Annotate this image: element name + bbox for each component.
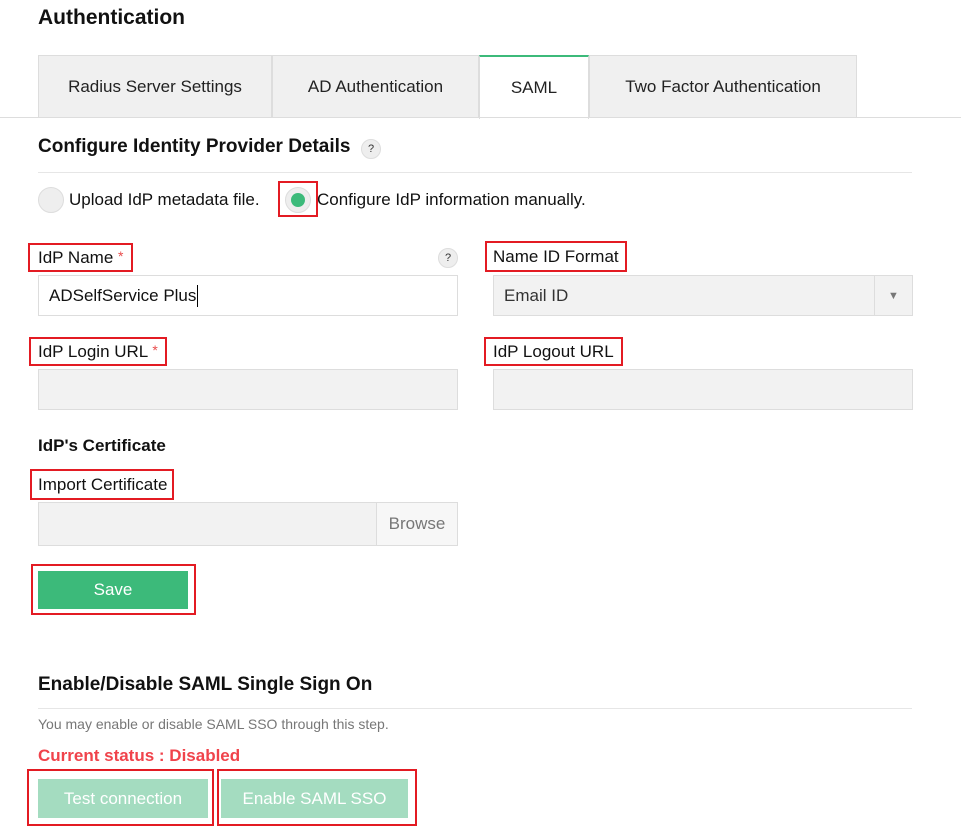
idp-login-url-label: IdP Login URL * <box>29 337 167 366</box>
idp-logout-url-label: IdP Logout URL <box>484 337 623 366</box>
tab-radius-server-settings[interactable]: Radius Server Settings <box>38 55 272 118</box>
page-title: Authentication <box>38 6 185 29</box>
radio-upload-metadata[interactable] <box>38 187 64 213</box>
name-id-format-value: Email ID <box>504 285 569 305</box>
tab-bar: Radius Server Settings AD Authentication… <box>38 55 857 119</box>
text-cursor <box>197 284 199 307</box>
tab-saml[interactable]: SAML <box>479 55 589 119</box>
idp-login-url-input[interactable] <box>38 369 458 410</box>
sso-description: You may enable or disable SAML SSO throu… <box>38 716 389 732</box>
required-asterisk: * <box>118 248 124 264</box>
idp-name-label-text: IdP Name <box>38 248 114 267</box>
radio-configure-manually[interactable] <box>285 187 311 213</box>
enable-saml-sso-button[interactable]: Enable SAML SSO <box>221 779 408 818</box>
radio-manual-label: Configure IdP information manually. <box>317 190 586 209</box>
sso-section-heading: Enable/Disable SAML Single Sign On <box>38 674 373 695</box>
tab-divider <box>0 117 961 118</box>
browse-button[interactable]: Browse <box>376 503 457 545</box>
help-icon[interactable]: ? <box>438 248 458 268</box>
divider <box>38 708 912 709</box>
save-button[interactable]: Save <box>38 571 188 609</box>
import-certificate-label: Import Certificate <box>29 469 175 500</box>
divider <box>38 172 912 173</box>
test-connection-button[interactable]: Test connection <box>38 779 208 818</box>
name-id-format-select[interactable]: Email ID ▼ <box>493 275 913 316</box>
chevron-down-icon[interactable]: ▼ <box>874 276 912 315</box>
tab-two-factor-authentication[interactable]: Two Factor Authentication <box>589 55 857 118</box>
idp-name-value: ADSelfService Plus <box>49 285 197 305</box>
certificate-file-input[interactable]: Browse <box>38 502 458 546</box>
help-icon[interactable]: ? <box>361 139 381 159</box>
idp-logout-url-input[interactable] <box>493 369 913 410</box>
idp-name-input[interactable]: ADSelfService Plus <box>38 275 458 316</box>
tab-ad-authentication[interactable]: AD Authentication <box>272 55 479 118</box>
radio-selected-dot <box>291 193 305 207</box>
certificate-heading: IdP's Certificate <box>38 436 166 455</box>
idp-login-url-label-text: IdP Login URL <box>38 342 148 361</box>
name-id-format-label: Name ID Format <box>485 241 627 272</box>
sso-status: Current status : Disabled <box>38 746 241 765</box>
radio-upload-label: Upload IdP metadata file. <box>69 190 260 209</box>
idp-name-label: IdP Name * <box>27 243 134 272</box>
required-asterisk: * <box>152 342 158 358</box>
idp-section-heading: Configure Identity Provider Details <box>38 136 351 157</box>
